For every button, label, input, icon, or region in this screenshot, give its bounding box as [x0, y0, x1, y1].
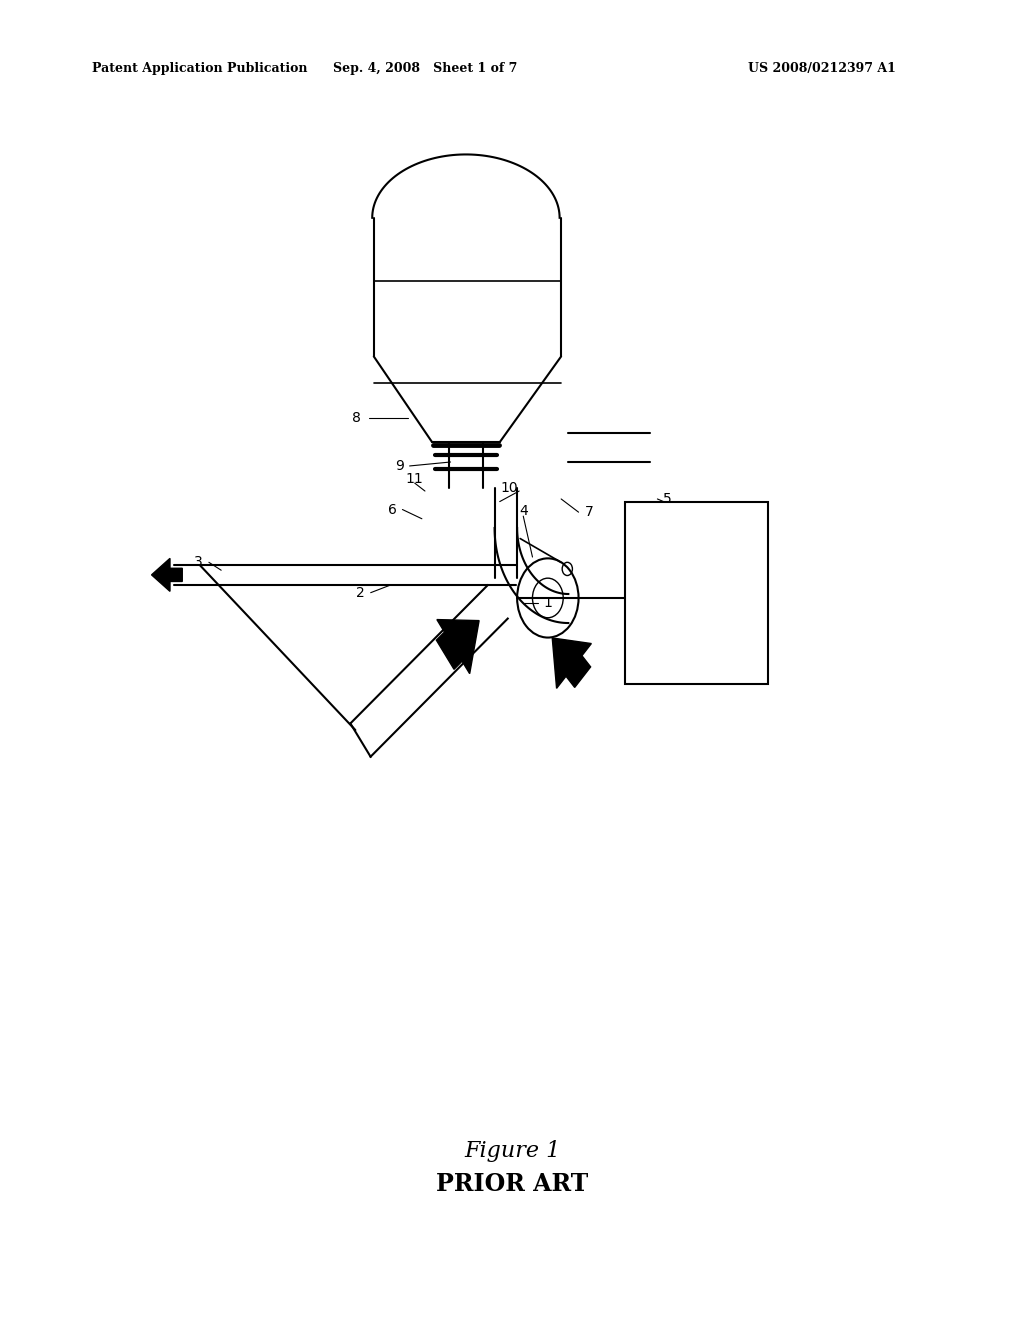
Text: 8: 8: [352, 412, 360, 425]
Bar: [625, 502, 768, 684]
FancyArrow shape: [552, 638, 591, 688]
Text: PRIOR ART: PRIOR ART: [436, 1172, 588, 1196]
Text: Figure 1: Figure 1: [464, 1140, 560, 1162]
Text: Sep. 4, 2008   Sheet 1 of 7: Sep. 4, 2008 Sheet 1 of 7: [333, 62, 517, 75]
Text: 9: 9: [395, 459, 403, 473]
Text: 11: 11: [406, 473, 424, 486]
Text: 2: 2: [356, 586, 365, 599]
FancyArrow shape: [436, 619, 479, 673]
Text: 7: 7: [585, 506, 593, 519]
Text: 5: 5: [664, 492, 672, 506]
Text: US 2008/0212397 A1: US 2008/0212397 A1: [748, 62, 895, 75]
Text: 4: 4: [519, 504, 527, 517]
Text: Patent Application Publication: Patent Application Publication: [92, 62, 307, 75]
FancyArrow shape: [152, 558, 182, 591]
Text: 3: 3: [195, 556, 203, 569]
Text: 6: 6: [388, 503, 396, 516]
Text: 10: 10: [500, 482, 518, 495]
Text: 1: 1: [544, 597, 552, 610]
